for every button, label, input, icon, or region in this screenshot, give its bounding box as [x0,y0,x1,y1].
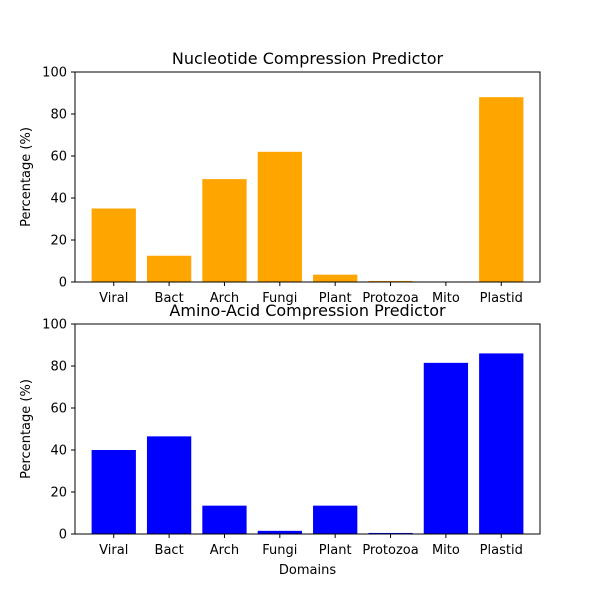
bar-viral [91,450,136,534]
x-tick-label: Arch [210,543,239,558]
bar-plant [313,505,358,534]
bar-series [91,353,524,534]
x-axis-label: Domains [279,563,336,578]
bar-plastid [479,97,524,282]
bar-mito [423,362,469,534]
y-tick-label: 80 [50,360,67,375]
y-tick-label: 40 [50,192,67,207]
x-axis-ticks: Viral Bact Arch Fungi Plant Protozoa Mito Plast… [99,282,523,306]
bar-protozoa [368,532,413,534]
y-tick-label: 20 [50,486,67,501]
bar-arch [202,179,247,282]
x-tick-label: Plastid [480,543,523,558]
chart-title: Nucleotide Compression Predictor [172,49,444,68]
bar-fungi [257,151,302,282]
x-tick-label: Plastid [480,291,523,306]
x-tick-label: Arch [210,291,239,306]
x-tick-label: Viral [99,543,128,558]
x-tick-label: Fungi [262,543,297,558]
y-tick-label: 20 [50,234,67,249]
x-tick-label: Fungi [262,291,297,306]
y-tick-label: 100 [42,318,67,333]
bar-bact [146,255,192,282]
x-tick-label: Protozoa [362,543,418,558]
y-tick-label: 100 [42,66,67,81]
y-axis-ticks: 0 20 40 60 80 100 [42,66,75,291]
chart-title: Amino-Acid Compression Predictor [169,301,446,320]
x-tick-label: Mito [432,291,460,306]
y-tick-label: 60 [50,150,67,165]
x-tick-label: Bact [155,543,184,558]
x-tick-label: Plant [319,291,352,306]
y-tick-label: 0 [59,276,67,291]
x-tick-label: Bact [155,291,184,306]
bar-plant [313,274,358,282]
y-axis-ticks: 0 20 40 60 80 100 [42,318,75,543]
y-axis-label: Percentage (%) [19,379,34,479]
bar-fungi [257,530,302,534]
bar-protozoa [368,280,413,282]
bar-arch [202,505,247,534]
x-tick-label: Protozoa [362,291,418,306]
x-tick-label: Mito [432,543,460,558]
bar-bact [146,436,192,534]
y-tick-label: 0 [59,528,67,543]
y-tick-label: 80 [50,108,67,123]
x-tick-label: Plant [319,543,352,558]
plot-frame [74,323,541,535]
chart-amino-acid-compression: Amino-Acid Compression Predictor Percent… [19,301,541,558]
y-axis-label: Percentage (%) [19,127,34,227]
y-tick-label: 60 [50,402,67,417]
y-tick-label: 40 [50,444,67,459]
bar-plastid [479,353,524,534]
x-axis-ticks: Viral Bact Arch Fungi Plant Protozoa Mito Plast… [99,534,523,558]
plot-frame [74,71,541,283]
x-tick-label: Viral [99,291,128,306]
bar-series [91,97,524,282]
bar-viral [91,208,136,282]
chart-nucleotide-compression: Nucleotide Compression Predictor Percent… [19,49,541,306]
